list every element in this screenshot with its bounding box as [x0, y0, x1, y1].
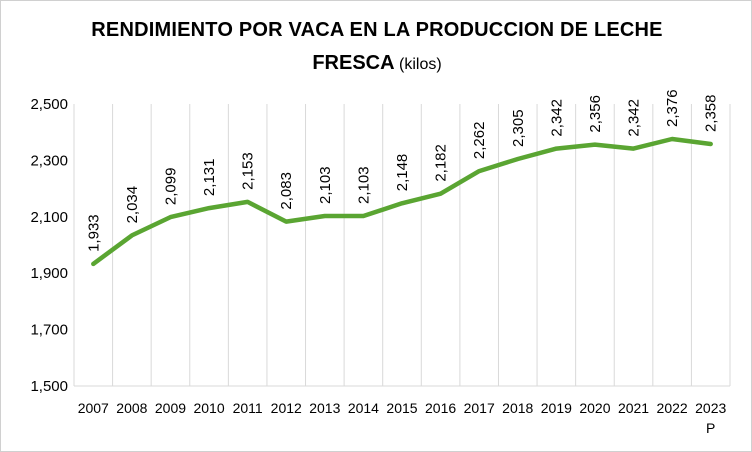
x-tick-label: 2019: [541, 400, 572, 416]
x-tick-label: 2008: [116, 400, 147, 416]
data-label: 2,358: [703, 94, 720, 132]
x-tick-label: 2011: [233, 400, 263, 416]
data-label: 2,034: [124, 186, 141, 224]
y-tick-label: 2,500: [30, 96, 68, 113]
data-label: 2,148: [394, 154, 411, 192]
data-label: 2,262: [471, 122, 488, 160]
x-tick-label: 2012: [271, 400, 302, 416]
data-label: 2,182: [433, 144, 450, 182]
x-tick-note: P: [706, 420, 715, 436]
x-tick-label: 2016: [425, 400, 456, 416]
data-label: 2,342: [548, 99, 565, 137]
data-label: 2,103: [317, 166, 334, 204]
x-tick-label: 2017: [464, 400, 495, 416]
x-tick-label: 2013: [309, 400, 340, 416]
data-label: 2,376: [664, 89, 681, 127]
y-tick-label: 1,500: [30, 378, 68, 395]
x-tick-label: 2023: [695, 400, 726, 416]
y-tick-label: 1,700: [30, 322, 68, 339]
x-tick-label: 2010: [193, 400, 224, 416]
x-tick-label: 2020: [579, 400, 610, 416]
chart-title-line2: FRESCA (kilos): [1, 52, 752, 75]
data-label: 1,933: [85, 214, 102, 252]
data-label: 2,305: [510, 109, 527, 147]
data-label: 2,342: [626, 99, 643, 137]
y-tick-label: 2,100: [30, 209, 68, 226]
x-tick-label: 2022: [657, 400, 688, 416]
chart-title-fresca: FRESCA: [312, 52, 395, 74]
chart-title: RENDIMIENTO POR VACA EN LA PRODUCCION DE…: [91, 19, 663, 41]
x-tick-label: 2018: [502, 400, 533, 416]
data-label: 2,131: [201, 159, 218, 197]
x-tick-label: 2015: [386, 400, 417, 416]
data-label: 2,356: [587, 95, 604, 133]
data-label: 2,103: [355, 166, 372, 204]
x-tick-label: 2014: [348, 400, 379, 416]
data-label: 2,083: [278, 172, 295, 210]
x-tick-label: 2009: [155, 400, 186, 416]
data-label: 2,099: [162, 168, 179, 206]
series-line: [91, 136, 713, 267]
y-tick-label: 2,300: [30, 152, 68, 169]
chart-title-unit: (kilos): [399, 56, 442, 73]
y-tick-label: 1,900: [30, 265, 68, 282]
data-label: 2,153: [240, 152, 257, 190]
x-tick-label: 2021: [618, 400, 649, 416]
x-tick-label: 2007: [78, 400, 109, 416]
